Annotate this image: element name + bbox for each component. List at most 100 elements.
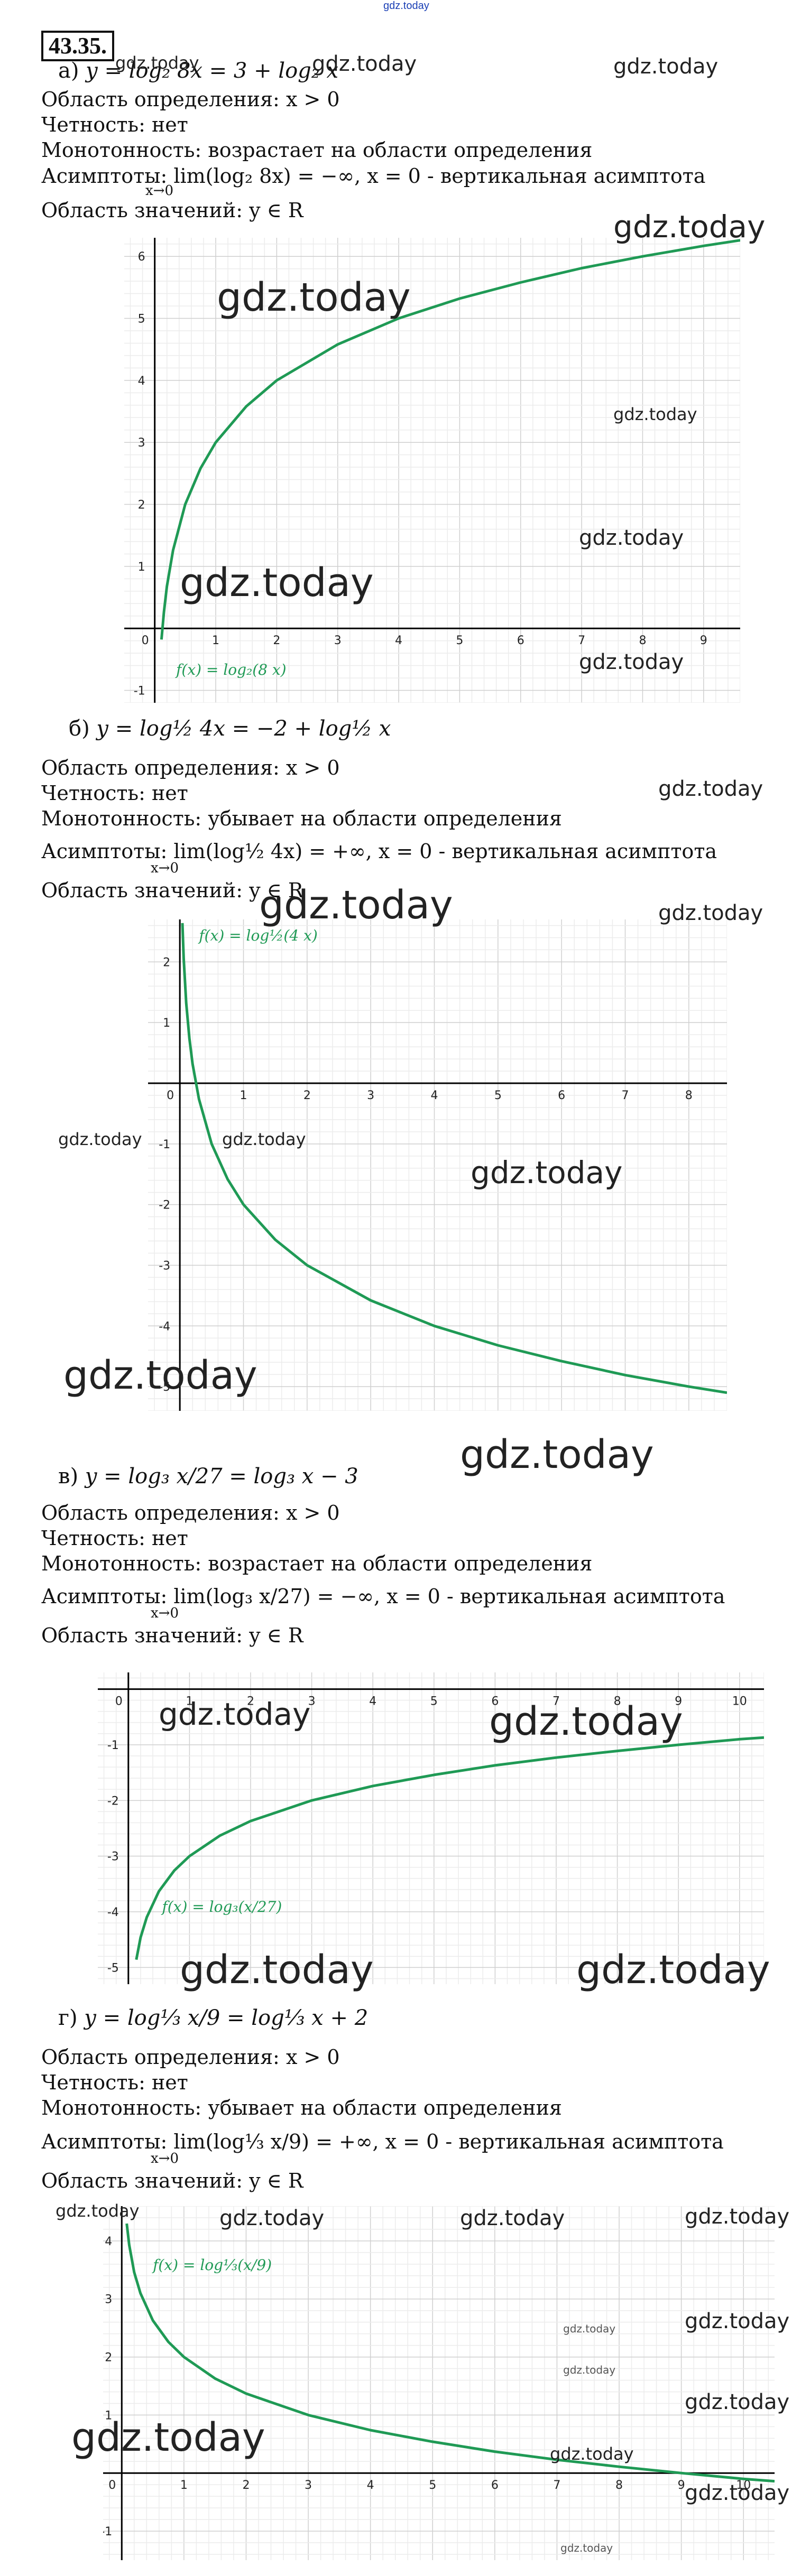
asymptote-line: Асимптоты: lim(log½ 4x) = +∞, x = 0 - ве…: [41, 840, 717, 863]
monotonic-line: Монотонность: убывает на области определ…: [41, 807, 562, 830]
parity-line: Четность: нет: [41, 2071, 188, 2094]
equation-text: y = log½ 4x = −2 + log½ x: [96, 717, 391, 741]
legend-label: f(x) = log₂(8 x): [175, 661, 287, 678]
limit-subscript: x→0: [151, 860, 179, 876]
x-tick-label: 1: [180, 2479, 188, 2492]
y-tick-label: -1: [134, 685, 145, 698]
x-tick-label: 1: [186, 1695, 193, 1708]
watermark: gdz.today: [658, 901, 763, 925]
x-tick-label: 10: [732, 1695, 747, 1708]
chart-b: 0 1 2 3 4 5 6 7 8 -5 -4 -3 -2 -1 1 2 f(x) = log½(4 x): [148, 919, 727, 1411]
parity-line: Четность: нет: [41, 1527, 188, 1550]
y-tick-label: 2: [105, 2351, 112, 2365]
y-tick-label: -2: [107, 1794, 119, 1808]
range-line: Область значений: y ∈ R: [41, 199, 303, 222]
x-tick-label: 3: [308, 1695, 316, 1708]
domain-line: Область определения: x > 0: [41, 2045, 340, 2069]
problem-number: 43.35.: [41, 31, 114, 61]
series-line: [181, 923, 727, 1394]
y-tick-label: -2: [159, 1199, 170, 1212]
x-tick-label: 9: [675, 1695, 682, 1708]
chart-d: 0 1 2 3 4 5 6 7 8 9 10 -1 1 2 3 4 f(x) = log⅓(x/9): [103, 2206, 775, 2560]
y-tick-label: -3: [159, 1259, 170, 1272]
legend-label: f(x) = log½(4 x): [198, 927, 318, 944]
x-tick-label: 8: [639, 634, 646, 647]
x-tick-label: 2: [303, 1089, 311, 1102]
x-tick-label: 7: [553, 1695, 560, 1708]
x-tick-label: 4: [430, 1089, 438, 1102]
x-tick-label: 4: [369, 1695, 376, 1708]
domain-line: Область определения: x > 0: [41, 88, 340, 111]
site-link[interactable]: gdz.today: [383, 0, 429, 12]
legend-label: f(x) = log₃(x/27): [161, 1898, 282, 1915]
chart-a: 0 1 2 3 4 5 6 7 8 9 -1 1 2 3 4 5 6 f(x) = log₂(8 x): [124, 238, 740, 703]
x-tick-label: 3: [367, 1089, 374, 1102]
watermark: gdz.today: [460, 1432, 654, 1477]
x-tick-label: 3: [305, 2479, 312, 2492]
watermark: gdz.today: [658, 777, 763, 801]
limit-subscript: x→0: [151, 2151, 179, 2166]
watermark: gdz.today: [685, 2481, 790, 2505]
grid: [103, 2206, 775, 2560]
watermark: gdz.today: [576, 1947, 770, 1993]
x-tick-label: 5: [494, 1089, 502, 1102]
x-tick-label: 0: [167, 1089, 174, 1102]
x-tick-label: 5: [429, 2479, 436, 2492]
y-tick-label: 2: [138, 499, 145, 512]
x-tick-label: 8: [615, 2479, 623, 2492]
domain-line: Область определения: x > 0: [41, 756, 340, 779]
equation-text: y = log₂ 8x = 3 + log₂ x: [86, 59, 339, 83]
watermark: gdz.today: [471, 1155, 623, 1191]
watermark: gdz.today: [579, 526, 684, 550]
y-tick-label: -5: [107, 1961, 119, 1975]
equation-a: а) y = log₂ 8x = 3 + log₂ x: [58, 58, 338, 83]
y-tick-label: 1: [138, 561, 145, 574]
watermark: gdz.today: [579, 650, 684, 674]
y-tick-label: 2: [163, 956, 170, 969]
equation-b: б) y = log½ 4x = −2 + log½ x: [69, 716, 391, 741]
watermark: gdz.today: [613, 404, 697, 424]
y-tick-label: -1: [103, 2525, 112, 2538]
x-tick-label: 2: [247, 1695, 254, 1708]
monotonic-line: Монотонность: возрастает на области опре…: [41, 1552, 593, 1575]
y-tick-label: 3: [105, 2293, 112, 2307]
x-tick-label: 1: [212, 634, 219, 647]
watermark: gdz.today: [489, 1699, 683, 1744]
asymptote-line: Асимптоты: lim(log⅓ x/9) = +∞, x = 0 - в…: [41, 2130, 724, 2153]
equation-text: y = log₃ x/27 = log₃ x − 3: [85, 1464, 358, 1489]
legend-label: f(x) = log⅓(x/9): [152, 2256, 272, 2274]
watermark: gdz.today: [613, 54, 719, 79]
series-line: [135, 1736, 764, 1960]
y-tick-label: 4: [138, 375, 145, 388]
x-tick-label: 6: [517, 634, 524, 647]
equation-d: г) y = log⅓ x/9 = log⅓ x + 2: [58, 2005, 368, 2031]
watermark: gdz.today: [159, 1696, 311, 1732]
watermark: gdz.today: [685, 2390, 790, 2414]
x-tick-label: 9: [678, 2479, 685, 2492]
watermark: gdz.today: [613, 209, 766, 245]
x-tick-label: 1: [240, 1089, 247, 1102]
x-tick-label: 4: [367, 2479, 374, 2492]
domain-line: Область определения: x > 0: [41, 1501, 340, 1524]
range-line: Область значений: y ∈ R: [41, 879, 303, 902]
x-tick-label: 6: [491, 1695, 499, 1708]
watermark: gdz.today: [180, 560, 374, 606]
x-tick-label: 6: [491, 2479, 499, 2492]
watermark: gdz.today: [217, 275, 411, 320]
y-tick-label: 5: [138, 313, 145, 326]
y-tick-label: -1: [159, 1138, 170, 1151]
watermark: gdz.today: [219, 2206, 325, 2230]
y-tick-label: -4: [107, 1906, 119, 1919]
y-tick-label: 4: [105, 2235, 112, 2248]
y-tick-label: -1: [107, 1739, 119, 1752]
y-tick-label: 6: [138, 250, 145, 264]
watermark: gdz.today: [312, 52, 417, 76]
parity-line: Четность: нет: [41, 782, 188, 805]
range-line: Область значений: y ∈ R: [41, 1624, 303, 1647]
equation-c: в) y = log₃ x/27 = log₃ x − 3: [58, 1464, 358, 1489]
watermark: gdz.today: [56, 2201, 140, 2221]
watermark: gdz.today: [222, 1129, 306, 1149]
x-tick-label: 0: [142, 634, 149, 647]
watermark: gdz.today: [550, 2444, 634, 2464]
section-letter: г): [58, 2006, 78, 2030]
